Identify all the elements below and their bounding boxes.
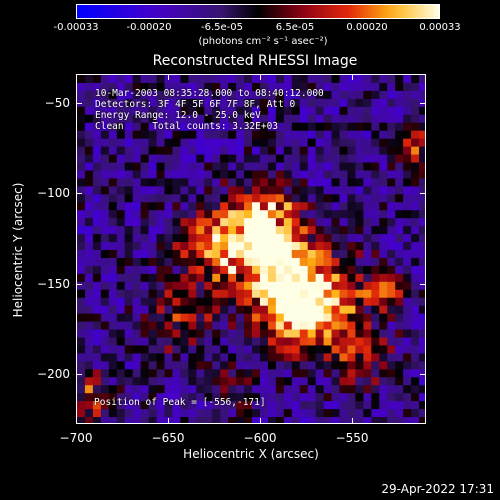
colorbar-tick: 0.00020 (346, 22, 388, 33)
y-tick: −50 (44, 96, 70, 110)
info-line: 10-Mar-2003 08:35:28.000 to 08:40:12.000 (95, 88, 324, 99)
axis-tick-mark (168, 74, 169, 80)
axis-tick-mark (76, 284, 82, 285)
axis-tick-mark (76, 193, 82, 194)
x-axis-label: Heliocentric X (arcsec) (183, 447, 319, 461)
axis-tick-mark (420, 374, 426, 375)
y-tick: −150 (37, 277, 70, 291)
y-tick: −200 (37, 367, 70, 381)
y-tick: −100 (37, 186, 70, 200)
image-heatmap (77, 75, 425, 423)
x-tick: −600 (243, 431, 277, 445)
y-axis-label: Heliocentric Y (arcsec) (11, 182, 25, 318)
rhessi-image (76, 74, 426, 424)
axis-tick-mark (352, 418, 353, 424)
observation-info: 10-Mar-2003 08:35:28.000 to 08:40:12.000… (95, 88, 324, 132)
x-tick: −700 (59, 431, 93, 445)
datestamp: 29-Apr-2022 17:31 (381, 482, 494, 496)
colorbar-tick: -0.00020 (126, 22, 172, 33)
axis-tick-mark (420, 103, 426, 104)
colorbar-unit: (photons cm⁻² s⁻¹ asec⁻²) (198, 36, 328, 47)
info-line: Energy Range: 12.0 - 25.0 keV (95, 110, 261, 121)
info-line: Detectors: 3F 4F 5F 6F 7F 8F, Att 0 (95, 99, 296, 110)
axis-tick-mark (168, 418, 169, 424)
colorbar-tick: 0.00033 (419, 22, 461, 33)
peak-position: Position of Peak = [-556,-171] (94, 397, 266, 408)
colorbar-tick: 6.5e-05 (275, 22, 315, 33)
colorbar-tick: -0.00033 (53, 22, 99, 33)
axis-tick-mark (260, 74, 261, 80)
colorbar (76, 4, 440, 19)
axis-tick-mark (76, 374, 82, 375)
x-tick: −650 (151, 431, 185, 445)
x-tick: −550 (335, 431, 369, 445)
axis-tick-mark (76, 418, 77, 424)
axis-tick-mark (420, 193, 426, 194)
axis-tick-mark (76, 74, 77, 80)
axis-tick-mark (420, 284, 426, 285)
axis-tick-mark (352, 74, 353, 80)
colorbar-tick: -6.5e-05 (201, 22, 243, 33)
image-title: Reconstructed RHESSI Image (152, 53, 358, 69)
axis-tick-mark (260, 418, 261, 424)
info-line: Clean Total counts: 3.32E+03 (95, 121, 279, 132)
axis-tick-mark (76, 103, 82, 104)
